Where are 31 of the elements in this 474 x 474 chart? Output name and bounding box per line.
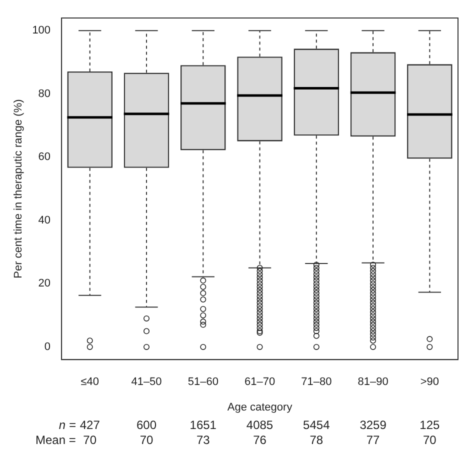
text: 78 bbox=[310, 433, 324, 447]
text: 70 bbox=[422, 433, 436, 447]
text: 125 bbox=[420, 418, 440, 432]
text: 600 bbox=[136, 418, 157, 432]
x-tick-label: 41–50 bbox=[131, 376, 162, 388]
text: 427 bbox=[80, 418, 100, 432]
text: Mean = bbox=[36, 433, 76, 447]
text: 70 bbox=[140, 433, 154, 447]
x-tick-label: 71–80 bbox=[301, 376, 332, 388]
y-axis-title: Per cent time in theraputic range (%) bbox=[12, 99, 25, 278]
text: n = bbox=[58, 418, 76, 432]
text: 73 bbox=[196, 433, 210, 447]
text: 3259 bbox=[360, 418, 386, 432]
x-tick-label: 61–70 bbox=[244, 376, 276, 388]
y-tick-label: 0 bbox=[44, 340, 51, 353]
x-tick-label: 51–60 bbox=[188, 376, 218, 388]
y-tick-label: 20 bbox=[38, 278, 51, 290]
text: 77 bbox=[366, 433, 380, 447]
text: 4085 bbox=[246, 418, 274, 432]
x-tick-label: 81–90 bbox=[358, 376, 388, 388]
text: 70 bbox=[83, 433, 97, 447]
text: 5454 bbox=[303, 418, 330, 432]
x-tick-label: ≤40 bbox=[80, 376, 100, 388]
y-tick-label: 60 bbox=[38, 151, 51, 164]
y-tick-label: 100 bbox=[32, 24, 51, 37]
x-axis-title: Age category bbox=[227, 401, 293, 414]
text: 1651 bbox=[190, 418, 216, 432]
y-tick-label: 80 bbox=[38, 88, 51, 100]
y-tick-label: 40 bbox=[38, 214, 51, 226]
text: 76 bbox=[253, 433, 266, 447]
x-tick-label: >90 bbox=[420, 376, 440, 388]
